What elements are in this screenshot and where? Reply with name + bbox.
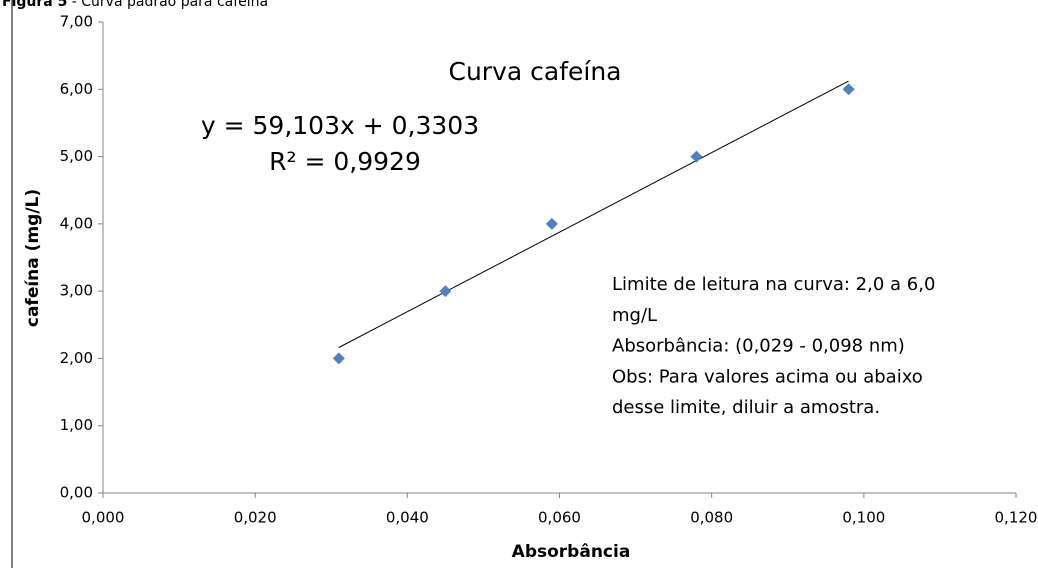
annotation-line: Absorbância: (0,029 - 0,098 nm) bbox=[612, 336, 905, 357]
trendline bbox=[338, 80, 849, 348]
caption: Figura 5 - Curva padrão para cafeína bbox=[2, 0, 268, 10]
x-tick-label: 0,020 bbox=[234, 509, 277, 527]
point bbox=[842, 83, 855, 96]
y-tick-label: 6,00 bbox=[60, 80, 93, 98]
point bbox=[439, 285, 452, 298]
y-tick-label: 0,00 bbox=[60, 484, 93, 502]
annotation-line: mg/L bbox=[612, 305, 657, 326]
annotation-line: Obs: Para valores acima ou abaixo bbox=[612, 366, 923, 387]
x-tick-label: 0,060 bbox=[538, 509, 581, 527]
x-tick-label: 0,100 bbox=[842, 509, 885, 527]
trend-r2: R² = 0,9929 bbox=[269, 147, 421, 176]
point bbox=[545, 217, 558, 230]
trend-equation: y = 59,103x + 0,3303 bbox=[201, 111, 479, 140]
chart-title: Curva cafeína bbox=[449, 57, 622, 86]
y-tick-label: 4,00 bbox=[60, 214, 93, 232]
x-tick-label: 0,120 bbox=[995, 509, 1038, 527]
point bbox=[690, 150, 703, 163]
caption-text: - Curva padrão para cafeína bbox=[67, 0, 268, 10]
annotation-line: desse limite, diluir a amostra. bbox=[612, 397, 880, 418]
x-tick-label: 0,040 bbox=[386, 509, 429, 527]
x-tick-label: 0,000 bbox=[82, 509, 125, 527]
y-tick-label: 1,00 bbox=[60, 416, 93, 434]
x-axis-title: Absorbância bbox=[512, 542, 631, 562]
y-tick-label: 2,00 bbox=[60, 349, 93, 367]
annotation-line: Limite de leitura na curva: 2,0 a 6,0 bbox=[612, 274, 935, 295]
y-tick-label: 3,00 bbox=[60, 282, 93, 300]
point bbox=[332, 352, 345, 365]
x-tick-label: 0,080 bbox=[690, 509, 733, 527]
y-tick-label: 5,00 bbox=[60, 147, 93, 165]
y-axis-title: cafeína (mg/L) bbox=[23, 189, 43, 327]
caption-label: Figura 5 bbox=[2, 0, 67, 10]
y-tick-label: 7,00 bbox=[60, 13, 93, 31]
